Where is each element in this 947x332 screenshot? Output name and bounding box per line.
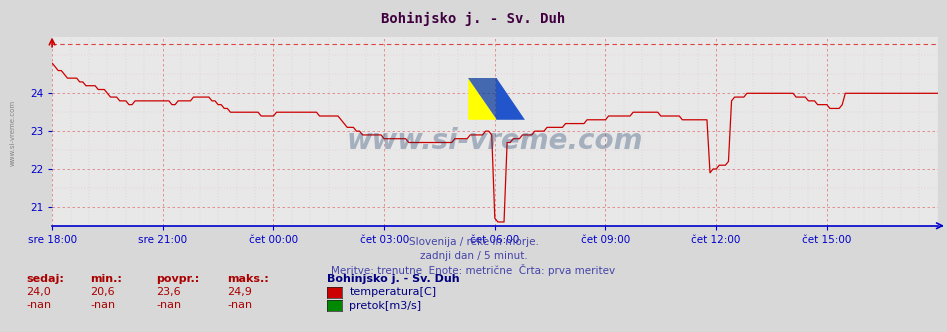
Polygon shape (496, 78, 525, 120)
Text: maks.:: maks.: (227, 274, 269, 284)
Text: sedaj:: sedaj: (27, 274, 64, 284)
Polygon shape (468, 78, 496, 120)
Text: 24,0: 24,0 (27, 287, 51, 297)
Text: povpr.:: povpr.: (156, 274, 200, 284)
Text: Meritve: trenutne  Enote: metrične  Črta: prva meritev: Meritve: trenutne Enote: metrične Črta: … (331, 264, 616, 276)
Text: pretok[m3/s]: pretok[m3/s] (349, 301, 421, 311)
Text: -nan: -nan (90, 300, 116, 310)
Text: 24,9: 24,9 (227, 287, 252, 297)
Polygon shape (468, 78, 496, 120)
Text: -nan: -nan (227, 300, 253, 310)
Text: Bohinjsko j. - Sv. Duh: Bohinjsko j. - Sv. Duh (382, 12, 565, 26)
Text: www.si-vreme.com: www.si-vreme.com (347, 126, 643, 155)
Text: -nan: -nan (156, 300, 182, 310)
Text: 23,6: 23,6 (156, 287, 181, 297)
Text: Slovenija / reke in morje.: Slovenija / reke in morje. (408, 237, 539, 247)
Text: zadnji dan / 5 minut.: zadnji dan / 5 minut. (420, 251, 527, 261)
Text: www.si-vreme.com: www.si-vreme.com (9, 100, 15, 166)
Text: temperatura[C]: temperatura[C] (349, 288, 437, 297)
Text: -nan: -nan (27, 300, 52, 310)
Text: min.:: min.: (90, 274, 122, 284)
Text: 20,6: 20,6 (90, 287, 115, 297)
Text: Bohinjsko j. - Sv. Duh: Bohinjsko j. - Sv. Duh (327, 274, 459, 284)
